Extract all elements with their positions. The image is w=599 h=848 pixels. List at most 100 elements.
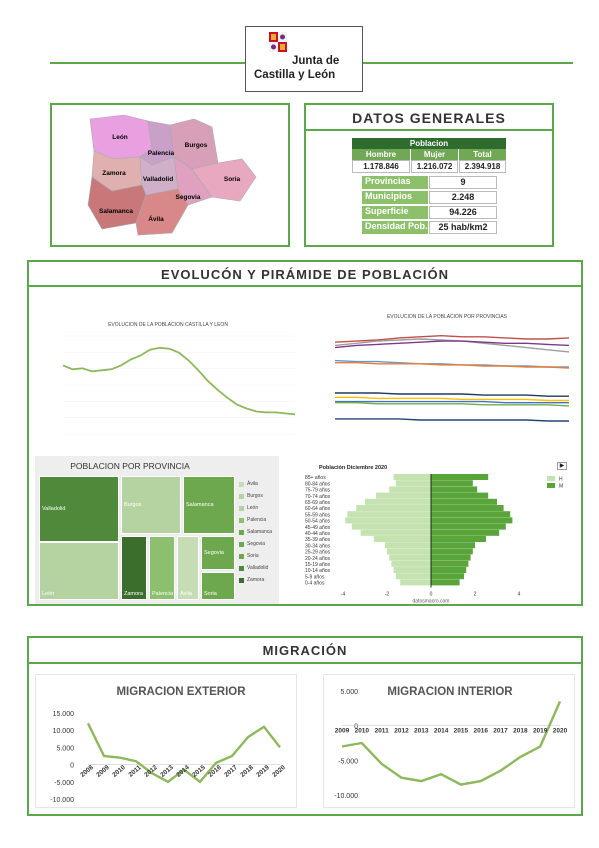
- treemap-legend-label: León: [247, 505, 259, 511]
- pyramid-bar-m: [431, 529, 500, 536]
- pyramid-bar-h: [400, 579, 431, 586]
- treemap-legend-label: Valladolid: [247, 565, 269, 571]
- treemap-legend-label: Soria: [247, 553, 259, 559]
- evolucion-provincia-line-5: [335, 392, 569, 397]
- pyramid-bar-m: [431, 536, 486, 542]
- pyramid-bar-h: [360, 529, 431, 536]
- evolucion-provincia-line-6: [335, 396, 569, 402]
- treemap-cell-valladolid: Valladolid: [39, 476, 119, 542]
- pyramid-bar-m: [431, 498, 497, 505]
- migration-xtick: 2020: [271, 764, 287, 779]
- treemap-legend-label: Burgos: [247, 493, 263, 499]
- map-label-salamanca: Salamanca: [99, 208, 133, 215]
- pyramid-legend-swatch: [547, 483, 555, 488]
- treemap-legend-swatch: [239, 493, 244, 499]
- map-label-avila: Ávila: [148, 214, 164, 223]
- pyramid-xtick: -2: [385, 592, 390, 598]
- evolucion-provincia-line-8: [335, 402, 570, 407]
- treemap-legend-label: Salamanca: [247, 529, 273, 535]
- treemap-title: POBLACION POR PROVINCIA: [70, 461, 190, 471]
- pyramid-bar-h: [387, 548, 431, 555]
- treemap-cell-salamanca: Salamanca: [183, 476, 235, 534]
- pyramid-category-label: 65-69 años: [305, 500, 331, 506]
- datos-generales-panel: DATOS GENERALES Poblacion Hombre Mujer T…: [304, 103, 554, 247]
- treemap-label-segovia: Segovia: [204, 550, 224, 556]
- stat-label-provincias: Provincias: [362, 176, 428, 189]
- migration-xtick: 2016: [207, 764, 223, 779]
- pyramid-bar-m: [431, 542, 475, 549]
- map-label-soria: Soria: [224, 176, 241, 183]
- migracion-title: MIGRACIÓN: [262, 643, 348, 658]
- treemap-legend-item: Burgos: [239, 490, 279, 502]
- pyramid-bar-m: [431, 523, 506, 530]
- migration-xtick: 2011: [127, 764, 143, 779]
- stat-label-superficie: Superficie: [362, 206, 428, 219]
- treemap-legend-item: Palencia: [239, 514, 279, 526]
- treemap-label-burgos: Burgos: [124, 502, 142, 508]
- treemap-cell-zamora: Zamora: [121, 536, 147, 600]
- pyramid-bar-h: [393, 474, 431, 480]
- map-avila: [135, 188, 189, 236]
- pyramid-xtick: 2: [474, 592, 477, 598]
- migracion-exterior-chart: MIGRACION EXTERIOR 15.000 10.000 5.000 0 -5.0…: [35, 674, 297, 808]
- pyramid-category-label: 50-54 años: [305, 519, 331, 525]
- evolucion-total-chart: EVOLUCION DE LA POBLACION CASTILLA Y LEO…: [62, 322, 296, 435]
- migration-xtick: 2018: [239, 764, 255, 779]
- evolucion-panel: EVOLUCÓN Y PIRÁMIDE DE POBLACIÓN EVOLUCI…: [27, 260, 583, 606]
- pyramid-bar-m: [431, 554, 471, 561]
- migration-ytick: 0: [354, 724, 358, 731]
- migration-ytick: -5.000: [54, 780, 74, 787]
- col-total: Total: [459, 149, 506, 160]
- pyramid-xtick: 4: [518, 592, 521, 598]
- province-map: León Palencia Burgos Zamora Valladolid S…: [87, 114, 257, 236]
- pyramid-play-icon[interactable]: ▶: [557, 462, 567, 470]
- pyramid-legend-label: H: [559, 477, 563, 483]
- stat-label-municipios: Municipios: [362, 191, 428, 204]
- pyramid-bar-m: [431, 480, 473, 487]
- treemap-legend-item: León: [239, 502, 279, 514]
- treemap-legend-label: Zamora: [247, 577, 265, 583]
- treemap-legend-item: Valladolid: [239, 562, 279, 574]
- pyramid-bar-h: [389, 486, 431, 493]
- header-rule-right: [363, 62, 573, 64]
- pyramid-category-label: 60-64 años: [305, 506, 331, 512]
- coat-of-arms-icon: [269, 32, 287, 52]
- pyramid-category-label: 10-14 años: [305, 568, 331, 574]
- val-hombre: 1.178.846: [352, 160, 410, 173]
- treemap-cell-palencia: Palencia: [149, 536, 175, 600]
- pyramid-bar-h: [345, 517, 431, 524]
- migracion-interior-chart: MIGRACION INTERIOR 5.000 0 -5.000 -10.000 200…: [323, 674, 575, 808]
- treemap-legend-swatch: [239, 517, 244, 523]
- pyramid-xtick: 0: [430, 592, 433, 598]
- logo: Junta de Castilla y León: [245, 26, 363, 92]
- treemap-cell-soria: Soria: [201, 572, 235, 600]
- evolucion-total-line: [62, 346, 296, 416]
- treemap-legend-label: Palencia: [247, 517, 267, 523]
- migration-line: [86, 722, 281, 784]
- pyramid-xlabel: datosmacro.com: [413, 599, 450, 604]
- pyramid-category-label: 85+ años: [305, 475, 326, 481]
- treemap-label-soria: Soria: [204, 591, 217, 597]
- migration-ytick: 5.000: [340, 689, 358, 696]
- treemap-legend-swatch: [239, 505, 244, 511]
- migracion-rule: [29, 662, 581, 664]
- pyramid-category-label: 70-74 años: [305, 494, 331, 500]
- migration-xtick: 2019: [255, 764, 271, 779]
- migration-xtick: 2019: [533, 728, 548, 735]
- stat-value-superficie: 94.226: [429, 206, 497, 219]
- pyramid-bar-h: [395, 480, 431, 487]
- treemap-legend-item: Zamora: [239, 574, 279, 586]
- migration-xtick: 2008: [79, 764, 95, 779]
- treemap-label-avila: Ávila: [180, 591, 192, 597]
- evolucion-rule: [29, 285, 581, 287]
- evolucion-provincia-line-4: [335, 362, 570, 369]
- evolucion-provincias-chart: EVOLUCION DE LA POBLACION POR PROVINCIAS: [334, 314, 570, 422]
- treemap-legend-swatch: [239, 577, 244, 583]
- pyramid-bar-m: [431, 517, 513, 524]
- map-label-zamora: Zamora: [102, 170, 126, 177]
- treemap-cell-leon: León: [39, 542, 119, 600]
- migration-xtick: 2014: [175, 764, 191, 779]
- pyramid-bar-h: [395, 573, 431, 580]
- pyramid-category-label: 5-9 años: [305, 574, 325, 580]
- treemap-legend-item: Segovia: [239, 538, 279, 550]
